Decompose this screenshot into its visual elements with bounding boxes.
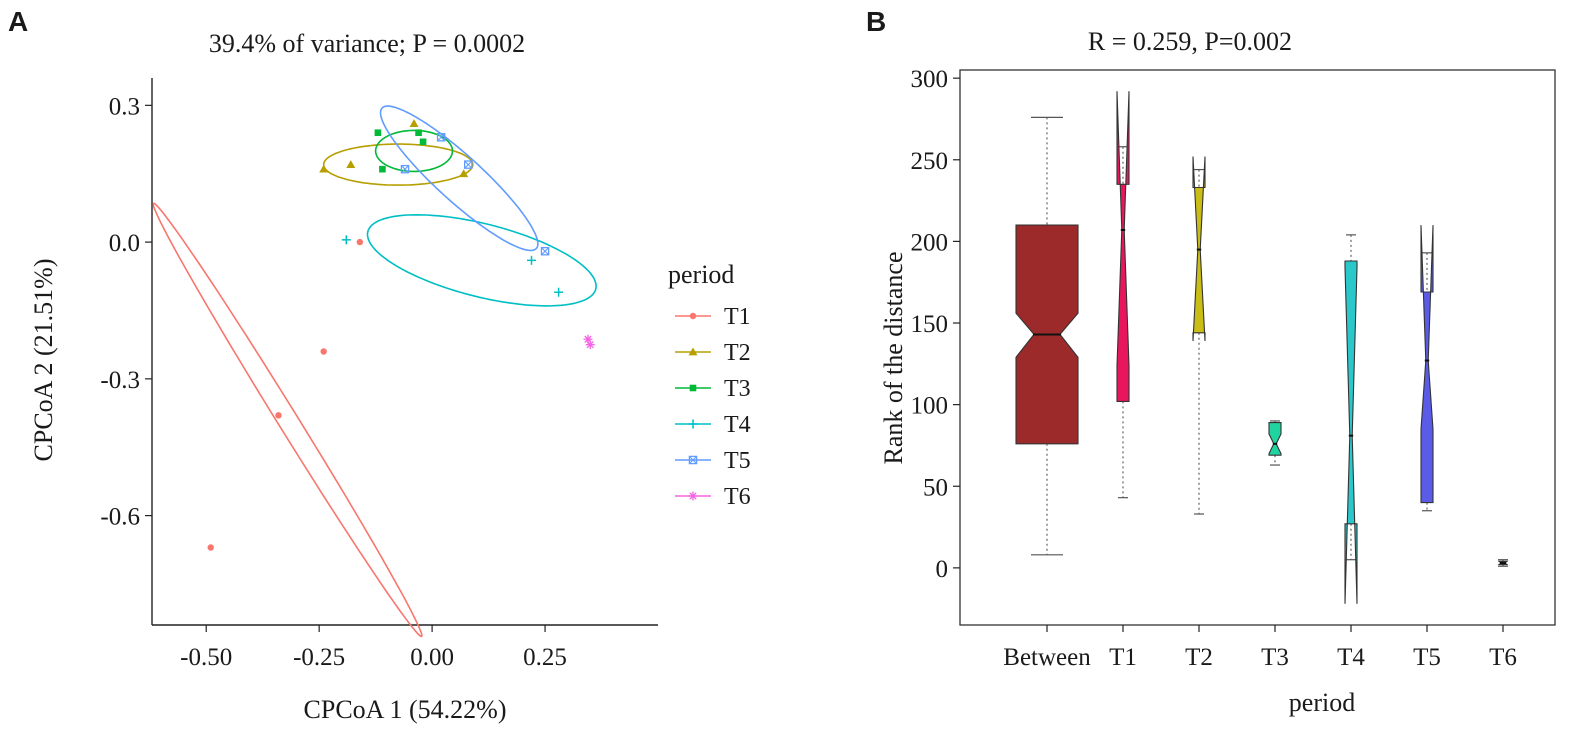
box-x-tick-label: T1 bbox=[1109, 644, 1137, 671]
box-marks bbox=[1015, 91, 1509, 604]
pcoa-x-tick-label: 0.00 bbox=[410, 644, 454, 671]
point-t2 bbox=[409, 119, 419, 127]
pcoa-title: 39.4% of variance; P = 0.0002 bbox=[209, 29, 525, 58]
anosim-title: R = 0.259, P=0.002 bbox=[1088, 27, 1292, 56]
box-y-tick-label: 100 bbox=[911, 393, 949, 420]
panel-b-label: B bbox=[866, 6, 886, 37]
ellipse-t4 bbox=[366, 213, 597, 307]
box-between bbox=[1015, 116, 1079, 556]
point-t5 bbox=[436, 133, 446, 142]
point-t3 bbox=[419, 138, 427, 146]
point-t2 bbox=[459, 169, 469, 178]
legend-item-t2: T2 bbox=[675, 340, 751, 366]
ellipse-t5 bbox=[379, 105, 539, 252]
box-x-tick-label: T3 bbox=[1261, 644, 1289, 671]
pcoa-y-tick-label: -0.3 bbox=[100, 367, 140, 394]
point-t5 bbox=[463, 160, 473, 169]
ellipse-t1 bbox=[152, 202, 423, 638]
legend-label: T1 bbox=[724, 304, 751, 330]
box-x-tick-label: Between bbox=[1003, 644, 1091, 671]
point-t1 bbox=[356, 238, 364, 246]
legend-key-t2 bbox=[688, 347, 698, 356]
box-x-tick-label: T4 bbox=[1337, 644, 1365, 671]
anosim-xlabel: period bbox=[1289, 688, 1355, 717]
pcoa-y-tick-label: 0.0 bbox=[109, 230, 140, 257]
legend-key-t4 bbox=[688, 419, 698, 429]
legend-item-t1: T1 bbox=[675, 304, 751, 330]
box-body bbox=[1268, 422, 1282, 456]
pcoa-y-tick-label: -0.6 bbox=[100, 504, 140, 531]
legend-label: T2 bbox=[724, 340, 751, 366]
box-y-tick-label: 150 bbox=[911, 311, 949, 338]
box-t2 bbox=[1192, 156, 1206, 515]
point-t5 bbox=[540, 246, 550, 256]
legend-item-t5: T5 bbox=[675, 448, 751, 474]
pcoa-x-tick-label: -0.25 bbox=[293, 644, 345, 671]
pcoa-points bbox=[207, 119, 595, 551]
box-y-tick-label: 200 bbox=[911, 229, 949, 256]
pcoa-legend: T1 T2 T3 T4 T5 T6 bbox=[675, 304, 751, 510]
box-t6 bbox=[1497, 559, 1509, 567]
legend-item-t6: T6 bbox=[675, 484, 751, 510]
point-t5 bbox=[400, 164, 410, 174]
legend-key-t5 bbox=[688, 455, 698, 465]
legend-label: T5 bbox=[724, 448, 751, 474]
box-body bbox=[1116, 91, 1130, 402]
point-t1 bbox=[275, 412, 282, 419]
pcoa-x-tick-label: 0.25 bbox=[523, 644, 567, 671]
legend-key-t6 bbox=[688, 491, 698, 501]
pcoa-axes: -0.50 -0.25 0.00 0.25 0.3 0.0 -0.3 -0.6 bbox=[100, 78, 658, 671]
box-t4 bbox=[1344, 234, 1358, 604]
legend-label: T4 bbox=[724, 412, 751, 438]
legend-key-t3 bbox=[689, 384, 697, 392]
box-x-tick-label: T6 bbox=[1489, 644, 1517, 671]
box-y-tick-label: 0 bbox=[936, 556, 949, 583]
legend-key-t1 bbox=[689, 312, 697, 320]
ellipse-t3 bbox=[374, 129, 454, 173]
point-t2 bbox=[346, 160, 356, 168]
panel-a-label: A bbox=[8, 6, 28, 37]
point-t2 bbox=[319, 164, 329, 173]
point-t3 bbox=[379, 165, 386, 173]
legend-label: T3 bbox=[724, 376, 751, 402]
box-body bbox=[1420, 225, 1434, 504]
box-t1 bbox=[1116, 91, 1130, 499]
anosim-ylabel: Rank of the distance bbox=[879, 252, 908, 465]
point-t3 bbox=[374, 129, 382, 136]
box-y-tick-label: 50 bbox=[923, 474, 948, 501]
box-axes: 0 50 100 150 200 250 300 Between T1 T2 T3 T4 T5 T6 bbox=[911, 66, 1556, 671]
pcoa-xlabel: CPCoA 1 (54.22%) bbox=[304, 695, 507, 724]
pcoa-ellipses bbox=[152, 105, 597, 638]
legend-label: T6 bbox=[724, 484, 751, 510]
box-x-tick-label: T5 bbox=[1413, 644, 1441, 671]
box-y-tick-label: 250 bbox=[911, 148, 949, 175]
box-t5 bbox=[1420, 225, 1434, 512]
point-t3 bbox=[415, 129, 422, 136]
point-t1 bbox=[207, 544, 214, 551]
box-y-tick-label: 300 bbox=[911, 66, 949, 93]
box-t3 bbox=[1268, 420, 1282, 466]
ellipse-t2 bbox=[322, 143, 474, 186]
pcoa-x-tick-label: -0.50 bbox=[180, 644, 232, 671]
point-t1 bbox=[320, 348, 327, 355]
pcoa-ylabel: CPCoA 2 (21.51%) bbox=[29, 259, 58, 462]
box-x-tick-label: T2 bbox=[1185, 644, 1213, 671]
legend-item-t4: T4 bbox=[675, 412, 751, 438]
legend-title: period bbox=[668, 260, 734, 289]
box-plot-frame bbox=[959, 69, 1556, 626]
point-t6 bbox=[585, 340, 595, 350]
point-t4 bbox=[341, 235, 351, 245]
point-t4 bbox=[554, 287, 564, 297]
pcoa-y-tick-label: 0.3 bbox=[109, 93, 140, 120]
legend-item-t3: T3 bbox=[675, 376, 751, 402]
point-t4 bbox=[527, 255, 536, 265]
box-body bbox=[1344, 260, 1358, 604]
